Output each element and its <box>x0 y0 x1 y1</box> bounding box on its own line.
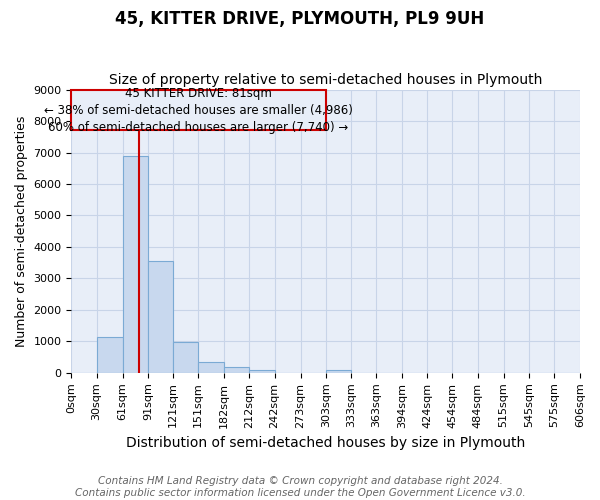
Bar <box>250 370 275 373</box>
Y-axis label: Number of semi-detached properties: Number of semi-detached properties <box>15 116 28 347</box>
Bar <box>173 342 198 373</box>
Bar <box>122 156 148 373</box>
Bar <box>224 367 250 373</box>
FancyBboxPatch shape <box>71 90 326 130</box>
Text: 45, KITTER DRIVE, PLYMOUTH, PL9 9UH: 45, KITTER DRIVE, PLYMOUTH, PL9 9UH <box>115 10 485 28</box>
Text: 45 KITTER DRIVE: 81sqm
← 38% of semi-detached houses are smaller (4,986)
60% of : 45 KITTER DRIVE: 81sqm ← 38% of semi-det… <box>44 86 353 134</box>
Bar <box>198 362 224 373</box>
Title: Size of property relative to semi-detached houses in Plymouth: Size of property relative to semi-detach… <box>109 73 542 87</box>
Bar <box>148 261 173 373</box>
X-axis label: Distribution of semi-detached houses by size in Plymouth: Distribution of semi-detached houses by … <box>126 436 526 450</box>
Bar <box>97 338 122 373</box>
Text: Contains HM Land Registry data © Crown copyright and database right 2024.
Contai: Contains HM Land Registry data © Crown c… <box>74 476 526 498</box>
Bar <box>326 370 351 373</box>
